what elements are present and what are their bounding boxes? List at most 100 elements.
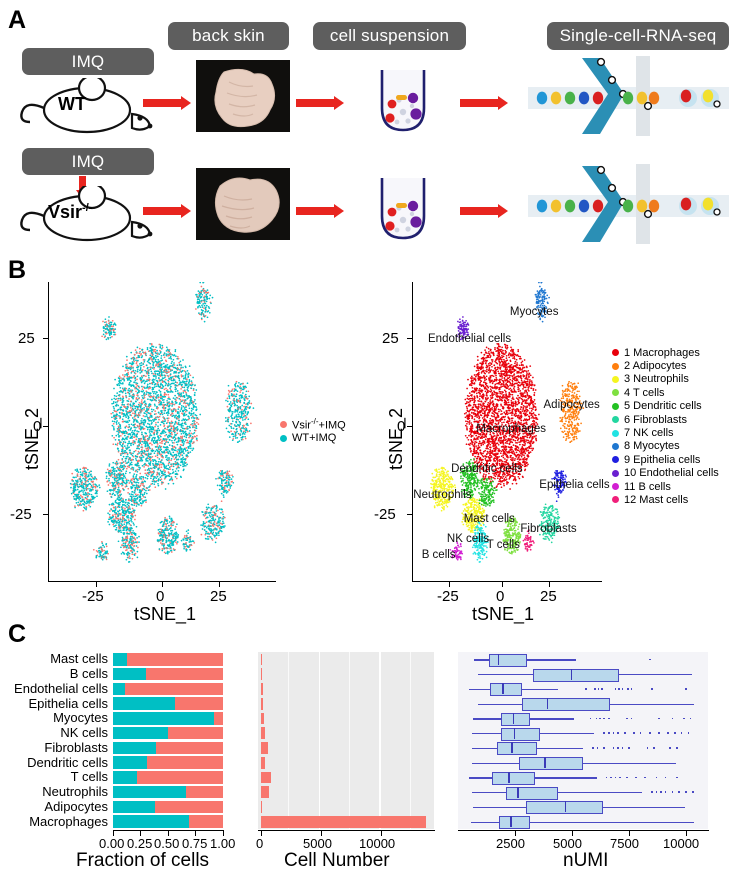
numi-box[interactable] [489, 654, 527, 667]
celltype-legend-dot-1 [612, 349, 619, 356]
cell-number-bar[interactable] [261, 683, 263, 695]
arrow-skin-to-suspension-vsir [296, 204, 344, 217]
fraction-bar-row[interactable] [113, 786, 223, 798]
fraction-bar-row[interactable] [113, 801, 223, 813]
numi-outlier [610, 777, 612, 779]
numi-box[interactable] [499, 816, 531, 829]
cell-number-bar[interactable] [261, 757, 265, 769]
header-scrnaseq-label: Single-cell-RNA-seq [560, 26, 717, 46]
fraction-bar-row[interactable] [113, 683, 223, 695]
numi-outlier [594, 688, 596, 690]
panel-c-label-b-cells: B cells [0, 666, 108, 681]
fraction-seg-ko [127, 653, 223, 665]
numi-median [513, 713, 515, 724]
numi-outlier [628, 747, 630, 749]
tsne-left-ytick-25: 25 [18, 330, 35, 347]
tsne-right-xtick-25: 25 [540, 588, 557, 605]
celltype-legend-item-8[interactable]: 8 Myocytes [612, 440, 719, 453]
legend-label-vsir: Vsir-/-+IMQ [292, 417, 346, 432]
cell-number-bar[interactable] [261, 786, 269, 798]
celltype-legend-item-4[interactable]: 4 T cells [612, 386, 719, 399]
numi-outlier [678, 791, 680, 793]
numi-outlier [617, 747, 619, 749]
cell-number-bar[interactable] [261, 772, 271, 784]
fraction-seg-wt [113, 815, 189, 827]
frac-xtick-025: 0.25 [127, 836, 152, 851]
tsne-right-ytick-neg25: -25 [374, 506, 396, 523]
fraction-bar-row[interactable] [113, 771, 223, 783]
tsne-left-xtick-25: 25 [210, 588, 227, 605]
celltype-legend-label-12: 12 Mast cells [624, 494, 688, 506]
fraction-bar-row[interactable] [113, 727, 223, 739]
numi-box[interactable] [492, 772, 535, 785]
numi-outlier [624, 732, 626, 734]
celltype-legend-item-7[interactable]: 7 NK cells [612, 426, 719, 439]
fraction-bar-row[interactable] [113, 756, 223, 768]
legend-item-wt[interactable]: WT+IMQ [280, 431, 346, 444]
celltype-legend-item-5[interactable]: 5 Dendritic cells [612, 400, 719, 413]
celltype-legend-item-6[interactable]: 6 Fibroblasts [612, 413, 719, 426]
fraction-bar-row[interactable] [113, 668, 223, 680]
numi-box[interactable] [501, 728, 539, 741]
cell-number-bar[interactable] [261, 654, 262, 666]
fraction-bar-row[interactable] [113, 712, 223, 724]
panel-b-letter: B [8, 258, 26, 283]
celltype-legend-item-3[interactable]: 3 Neutrophils [612, 373, 719, 386]
celltype-legend-item-12[interactable]: 12 Mast cells [612, 493, 719, 506]
tsne-left-legend: Vsir-/-+IMQ WT+IMQ [280, 418, 346, 445]
cell-suspension-tube-wt [372, 68, 434, 134]
fraction-seg-wt [113, 742, 156, 754]
cell-number-gridline [379, 652, 380, 829]
fraction-bar-row[interactable] [113, 653, 223, 665]
numi-box[interactable] [501, 713, 530, 726]
celltype-legend-item-9[interactable]: 9 Epithelia cells [612, 453, 719, 466]
arrow-skin-to-suspension-wt [296, 96, 344, 109]
celltype-legend-label-9: 9 Epithelia cells [624, 454, 700, 466]
cell-number-bar[interactable] [261, 713, 264, 725]
numi-box[interactable] [533, 669, 619, 682]
numi-box[interactable] [497, 742, 538, 755]
panel-a-letter: A [8, 8, 26, 33]
numi-outlier [658, 732, 660, 734]
numi-outlier [658, 718, 660, 720]
header-back-skin: back skin [168, 22, 289, 50]
numi-outlier [596, 718, 598, 720]
numi-box[interactable] [522, 698, 610, 711]
tsne-right-xtick-0: 0 [496, 588, 504, 605]
numi-median [571, 669, 573, 680]
fraction-bar-row[interactable] [113, 742, 223, 754]
numi-outlier [606, 777, 608, 779]
celltype-legend-dot-11 [612, 483, 619, 490]
cell-number-bar[interactable] [261, 727, 265, 739]
numi-outlier [622, 747, 624, 749]
fraction-bar-row[interactable] [113, 815, 223, 827]
numi-outlier [685, 791, 687, 793]
fraction-seg-wt [113, 727, 168, 739]
celltype-legend-dot-5 [612, 403, 619, 410]
numi-outlier [618, 688, 620, 690]
celltype-legend-item-1[interactable]: 1 Macrophages [612, 346, 719, 359]
cell-number-bar[interactable] [261, 801, 262, 813]
panel-c-label-dendritic-cells: Dendritic cells [0, 755, 108, 770]
fraction-bar-row[interactable] [113, 697, 223, 709]
numi-box[interactable] [506, 787, 558, 800]
cell-number-bar[interactable] [261, 742, 268, 754]
celltype-legend-item-2[interactable]: 2 Adipocytes [612, 359, 719, 372]
cell-number-bar[interactable] [261, 698, 263, 710]
row2-imq-box: IMQ [22, 148, 154, 175]
fraction-seg-ko [168, 727, 223, 739]
fraction-seg-wt [113, 801, 155, 813]
cell-number-bar[interactable] [261, 668, 262, 680]
row1-imq-label: IMQ [72, 52, 105, 72]
header-cell-suspension-label: cell suspension [330, 26, 449, 46]
numi-median [547, 698, 549, 709]
numi-box[interactable] [490, 683, 523, 696]
celltype-legend-item-10[interactable]: 10 Endothelial cells [612, 467, 719, 480]
legend-item-vsir[interactable]: Vsir-/-+IMQ [280, 418, 346, 431]
celltype-legend-label-4: 4 T cells [624, 387, 665, 399]
tsne-left-xtick-0: 0 [156, 588, 164, 605]
numi-box[interactable] [519, 757, 582, 770]
cell-number-bar[interactable] [261, 816, 426, 828]
celltype-legend-item-11[interactable]: 11 B cells [612, 480, 719, 493]
panel-c-label-myocytes: Myocytes [0, 710, 108, 725]
